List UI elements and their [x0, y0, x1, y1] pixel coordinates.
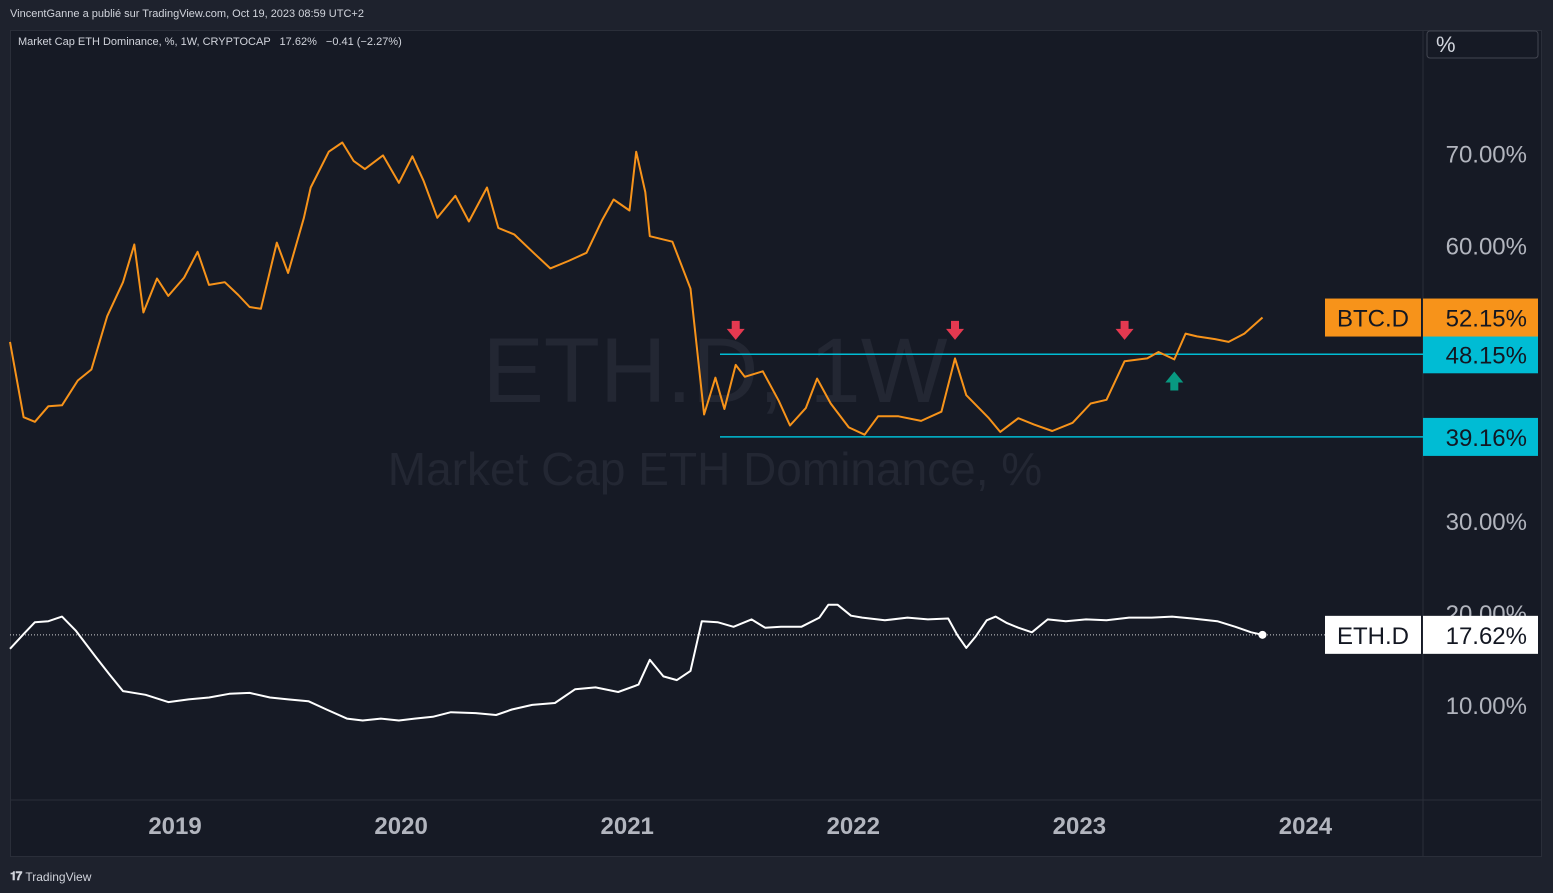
- legend-change: −0.41 (−2.27%): [325, 36, 402, 48]
- ticks-layer: 10.00%20.00%30.00%60.00%70.00%2019 2020 20…: [148, 142, 1527, 840]
- tradingview-logo[interactable]: 𝟏𝟕 TradingView: [10, 869, 91, 884]
- x-tick-label: 2019: [148, 813, 201, 840]
- x-tick-label: 2021: [601, 813, 654, 840]
- support-price-label-value: 39.16%: [1446, 425, 1527, 452]
- watermark-symbol: ETH.D, 1W: [482, 320, 947, 422]
- btc-price-label-box: [1423, 298, 1538, 337]
- eth-last-point: [1258, 630, 1267, 639]
- arrow-down-icon: [946, 320, 965, 340]
- legend-last-value: 17.62%: [279, 36, 317, 48]
- support-price-label-box: [1423, 417, 1538, 456]
- eth-series-name-text: ETH.D: [1337, 623, 1409, 650]
- price-labels-layer: 48.15% 39.16% BTC.D 52.15% ETH.D 17.62%: [1325, 298, 1538, 654]
- publisher-credit: VincentGanne a publié sur TradingView.co…: [10, 8, 364, 20]
- y-tick-label: 10.00%: [1446, 693, 1527, 720]
- arrow-down-icon: [726, 320, 745, 340]
- eth-series-name-box: [1325, 615, 1421, 654]
- series-legend[interactable]: Market Cap ETH Dominance, %, 1W, CRYPTOC…: [18, 36, 402, 48]
- chart-frame[interactable]: [10, 30, 1542, 857]
- btc-dominance-line: [9, 141, 1264, 436]
- eth-price-label-box: [1423, 615, 1538, 654]
- resistance-price-label-value: 48.15%: [1446, 342, 1527, 369]
- marks-layer: [726, 320, 1267, 639]
- arrow-down-icon: [1115, 320, 1134, 340]
- series-layer: [9, 141, 1423, 722]
- brand-name: TradingView: [25, 869, 92, 884]
- arrow-up-icon: [1165, 371, 1184, 391]
- x-tick-label: 2020: [374, 813, 427, 840]
- x-tick-label: 2024: [1279, 813, 1333, 840]
- legend-symbol: Market Cap ETH Dominance, %, 1W, CRYPTOC…: [18, 36, 271, 48]
- y-tick-label: 60.00%: [1446, 233, 1527, 260]
- top-bar: VincentGanne a publié sur TradingView.co…: [0, 0, 1553, 30]
- y-tick-label: 30.00%: [1446, 509, 1527, 536]
- btc-price-label-value: 52.15%: [1446, 306, 1527, 333]
- bottom-bar: 𝟏𝟕 TradingView: [0, 862, 1553, 893]
- x-tick-label: 2023: [1053, 813, 1106, 840]
- unit-box[interactable]: [1426, 30, 1539, 59]
- btc-series-name-box: [1325, 298, 1421, 337]
- resistance-price-label-box: [1423, 335, 1538, 374]
- x-tick-label: 2022: [827, 813, 880, 840]
- btc-series-name-text: BTC.D: [1337, 306, 1409, 333]
- eth-dominance-line: [9, 603, 1263, 722]
- y-tick-label: 70.00%: [1446, 142, 1527, 169]
- watermark-description: Market Cap ETH Dominance, %: [388, 443, 1042, 495]
- eth-price-label-value: 17.62%: [1446, 623, 1527, 650]
- unit-label: %: [1436, 32, 1456, 57]
- tradingview-logo-icon: 𝟏𝟕: [10, 869, 22, 883]
